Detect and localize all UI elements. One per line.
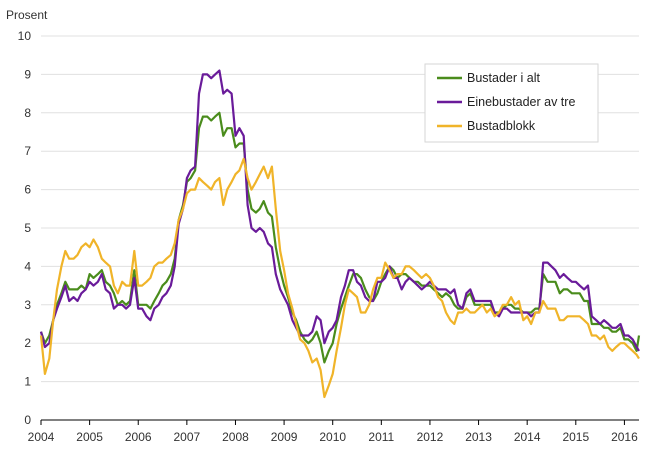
- y-axis-tick-labels: 0 1 2 3 4 5 6 7 8 9 10: [18, 29, 32, 427]
- y-tick-label: 6: [24, 183, 31, 197]
- series-line-bustader-i-alt: [39, 111, 641, 364]
- y-tick-label: 10: [18, 29, 32, 43]
- y-axis-title: Prosent: [6, 8, 48, 22]
- y-tick-label: 1: [24, 375, 31, 389]
- y-tick-label: 2: [24, 336, 31, 350]
- y-tick-label: 5: [24, 221, 31, 235]
- x-tick-label: 2016: [611, 430, 638, 444]
- y-tick-label: 4: [24, 259, 31, 273]
- legend-label-einebustader-av-tre: Einebustader av tre: [467, 95, 575, 109]
- x-tick-label: 2014: [514, 430, 541, 444]
- x-tick-label: 2013: [465, 430, 492, 444]
- x-tick-label: 2005: [76, 430, 103, 444]
- x-tick-label: 2012: [417, 430, 444, 444]
- x-tick-label: 2010: [319, 430, 346, 444]
- series-line-einebustader-av-tre: [39, 69, 640, 352]
- y-tick-label: 3: [24, 298, 31, 312]
- x-tick-label: 2015: [562, 430, 589, 444]
- y-tick-label: 8: [24, 106, 31, 120]
- x-tick-label: 2011: [368, 430, 394, 444]
- series-line-bustadblokk: [39, 157, 640, 399]
- series-lines: [39, 69, 641, 399]
- x-axis: 2004 2005 2006 2007 2008 2009 2010 2011 2012 2013…: [28, 420, 638, 444]
- x-tick-label: 2009: [271, 430, 298, 444]
- y-tick-label: 0: [24, 413, 31, 427]
- legend-label-bustader-i-alt: Bustader i alt: [467, 71, 540, 85]
- x-tick-label: 2008: [222, 430, 249, 444]
- legend: Bustader i alt Einebustader av tre Busta…: [424, 63, 599, 143]
- y-tick-label: 7: [24, 144, 31, 158]
- x-tick-label: 2006: [125, 430, 152, 444]
- legend-label-bustadblokk: Bustadblokk: [467, 119, 536, 133]
- x-tick-label: 2007: [174, 430, 201, 444]
- y-tick-label: 9: [24, 67, 31, 81]
- x-tick-label: 2004: [28, 430, 55, 444]
